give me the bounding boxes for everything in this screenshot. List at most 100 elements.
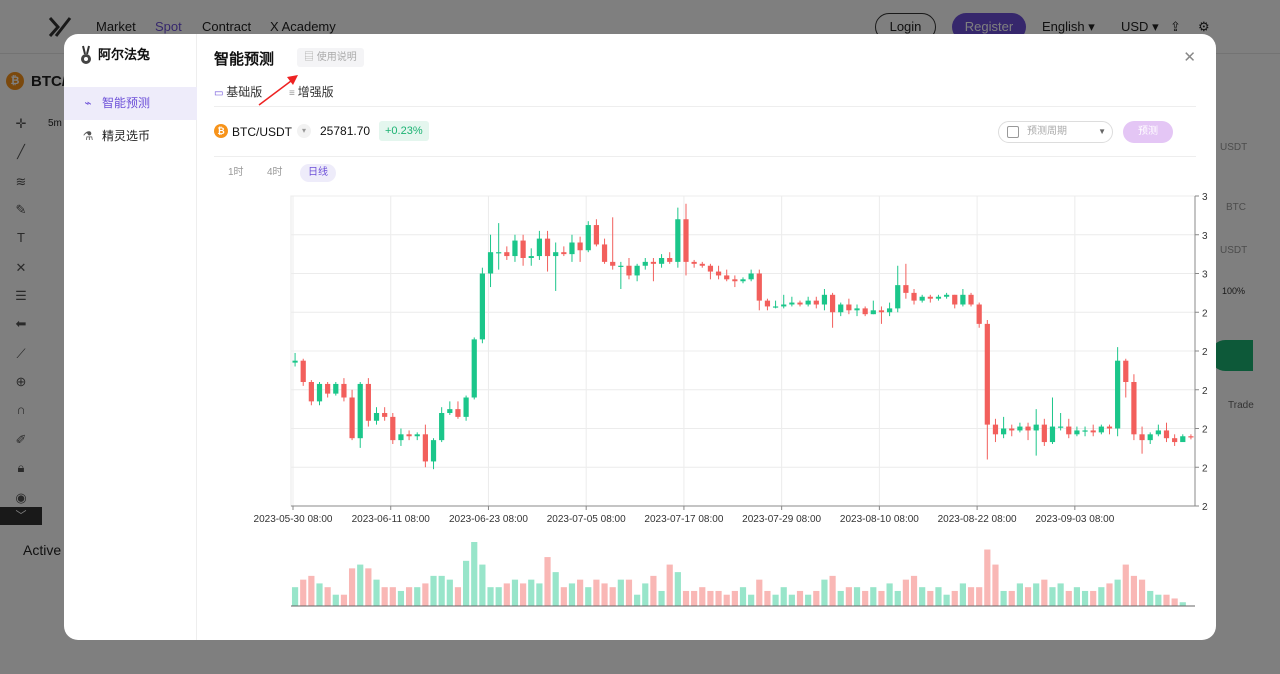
- volume-bar: [1171, 598, 1178, 606]
- y-tick-label: 27,000: [1202, 386, 1208, 397]
- candle-body: [667, 258, 673, 262]
- candle-body: [935, 296, 942, 299]
- volume-bar: [642, 583, 649, 606]
- volume-bar: [853, 587, 861, 606]
- candle-body: [1066, 426, 1072, 435]
- volume-bar: [634, 594, 641, 606]
- volume-bar: [414, 587, 421, 606]
- volume-bar: [560, 587, 567, 606]
- candle-body: [1180, 436, 1186, 443]
- volume-bar: [471, 542, 478, 606]
- volume-bar: [1179, 602, 1186, 606]
- x-tick-label: 2023-07-29 08:00: [742, 514, 821, 525]
- volume-bar: [422, 583, 429, 606]
- x-tick-label: 2023-08-10 08:00: [840, 514, 919, 525]
- volume-bar: [300, 579, 307, 606]
- x-tick-label: 2023-07-05 08:00: [547, 514, 626, 525]
- volume-bar: [796, 590, 804, 606]
- volume-bar: [748, 594, 755, 606]
- candle-body: [789, 302, 795, 305]
- candle-body: [707, 265, 714, 272]
- candle-body: [1033, 424, 1039, 431]
- volume-bar: [715, 590, 722, 606]
- candle-body: [976, 304, 982, 324]
- volume-bar: [446, 579, 453, 606]
- candle-body: [463, 397, 469, 417]
- volume-bar: [1106, 583, 1113, 606]
- candle-body: [357, 383, 363, 439]
- candle-body: [316, 383, 323, 402]
- volume-bar: [650, 575, 657, 606]
- pair-dropdown-icon[interactable]: ▾: [297, 124, 311, 138]
- timeframe-4h[interactable]: 4时: [267, 167, 283, 178]
- y-tick-label: 26,000: [1202, 425, 1208, 436]
- period-select[interactable]: 预测周期 ▼: [998, 121, 1113, 143]
- candle-body: [536, 238, 543, 257]
- pair-label[interactable]: BTC/USDT: [232, 125, 292, 139]
- volume-bar: [503, 583, 510, 606]
- volume-bar: [788, 594, 795, 606]
- candle-body: [870, 310, 876, 315]
- volume-bar: [658, 590, 665, 606]
- volume-bar: [568, 583, 576, 606]
- divider: [214, 156, 1196, 157]
- candle-body: [544, 238, 551, 257]
- prediction-icon: ⌁: [84, 96, 92, 110]
- candle-body: [447, 409, 453, 413]
- menu-item-coin-picker[interactable]: ⚗ 精灵选币: [64, 120, 197, 153]
- volume-bar: [1098, 587, 1105, 606]
- volume-bar: [1163, 594, 1170, 606]
- volume-bar: [837, 590, 844, 606]
- menu-item-smart-prediction[interactable]: ⌁ 智能预测: [64, 87, 197, 120]
- candle-body: [300, 360, 306, 382]
- database-icon: ≡: [289, 88, 298, 99]
- candle-body: [650, 261, 657, 264]
- volume-bar: [731, 590, 738, 606]
- candle-body: [1172, 438, 1178, 443]
- volume-bar: [1147, 590, 1154, 606]
- predict-button[interactable]: 预测: [1123, 121, 1173, 143]
- candle-body: [626, 265, 632, 276]
- volume-bar: [699, 587, 706, 606]
- volume-bar: [357, 564, 364, 606]
- volume-bar: [1090, 590, 1097, 606]
- candle-body: [373, 413, 380, 421]
- volume-bar: [405, 587, 413, 606]
- candle-body: [919, 296, 925, 301]
- volume-bar: [585, 587, 592, 606]
- volume-bar: [593, 579, 600, 606]
- volume-bar: [862, 590, 869, 606]
- candle-body: [553, 252, 559, 257]
- candle-body: [1058, 426, 1064, 428]
- candle-body: [1188, 436, 1194, 438]
- candle-body: [764, 300, 771, 307]
- timeframe-1d[interactable]: 日线: [300, 164, 336, 182]
- y-tick-label: 25,000: [1202, 463, 1208, 474]
- volume-bar: [756, 579, 763, 606]
- candle-body: [610, 261, 616, 266]
- candle-body: [325, 383, 331, 394]
- chevron-down-icon: ▼: [1098, 127, 1106, 136]
- close-icon[interactable]: ✕: [1183, 49, 1196, 66]
- candle-body: [504, 252, 510, 257]
- candle-body: [471, 339, 477, 398]
- volume-bar: [316, 583, 323, 606]
- volume-bar: [691, 590, 698, 606]
- howto-button[interactable]: ▤ 使用说明: [297, 48, 364, 67]
- candle-body: [927, 296, 933, 299]
- volume-bar: [609, 587, 616, 606]
- tab-basic[interactable]: ▭ 基础版: [214, 83, 262, 100]
- tab-enhanced[interactable]: ≡ 增强版: [289, 83, 334, 100]
- rabbit-logo-icon: [81, 45, 91, 64]
- volume-bar: [552, 572, 559, 606]
- candle-body: [805, 300, 811, 305]
- volume-bar: [577, 579, 584, 606]
- volume-bar: [1065, 590, 1072, 606]
- candle-body: [496, 252, 502, 254]
- timeframe-1h[interactable]: 1时: [228, 167, 244, 178]
- current-price: 25781.70: [320, 124, 371, 138]
- volume-bar: [1138, 579, 1146, 606]
- monitor-icon: ▭: [214, 88, 227, 99]
- candle-body: [439, 413, 445, 441]
- howto-label: 使用说明: [316, 52, 357, 63]
